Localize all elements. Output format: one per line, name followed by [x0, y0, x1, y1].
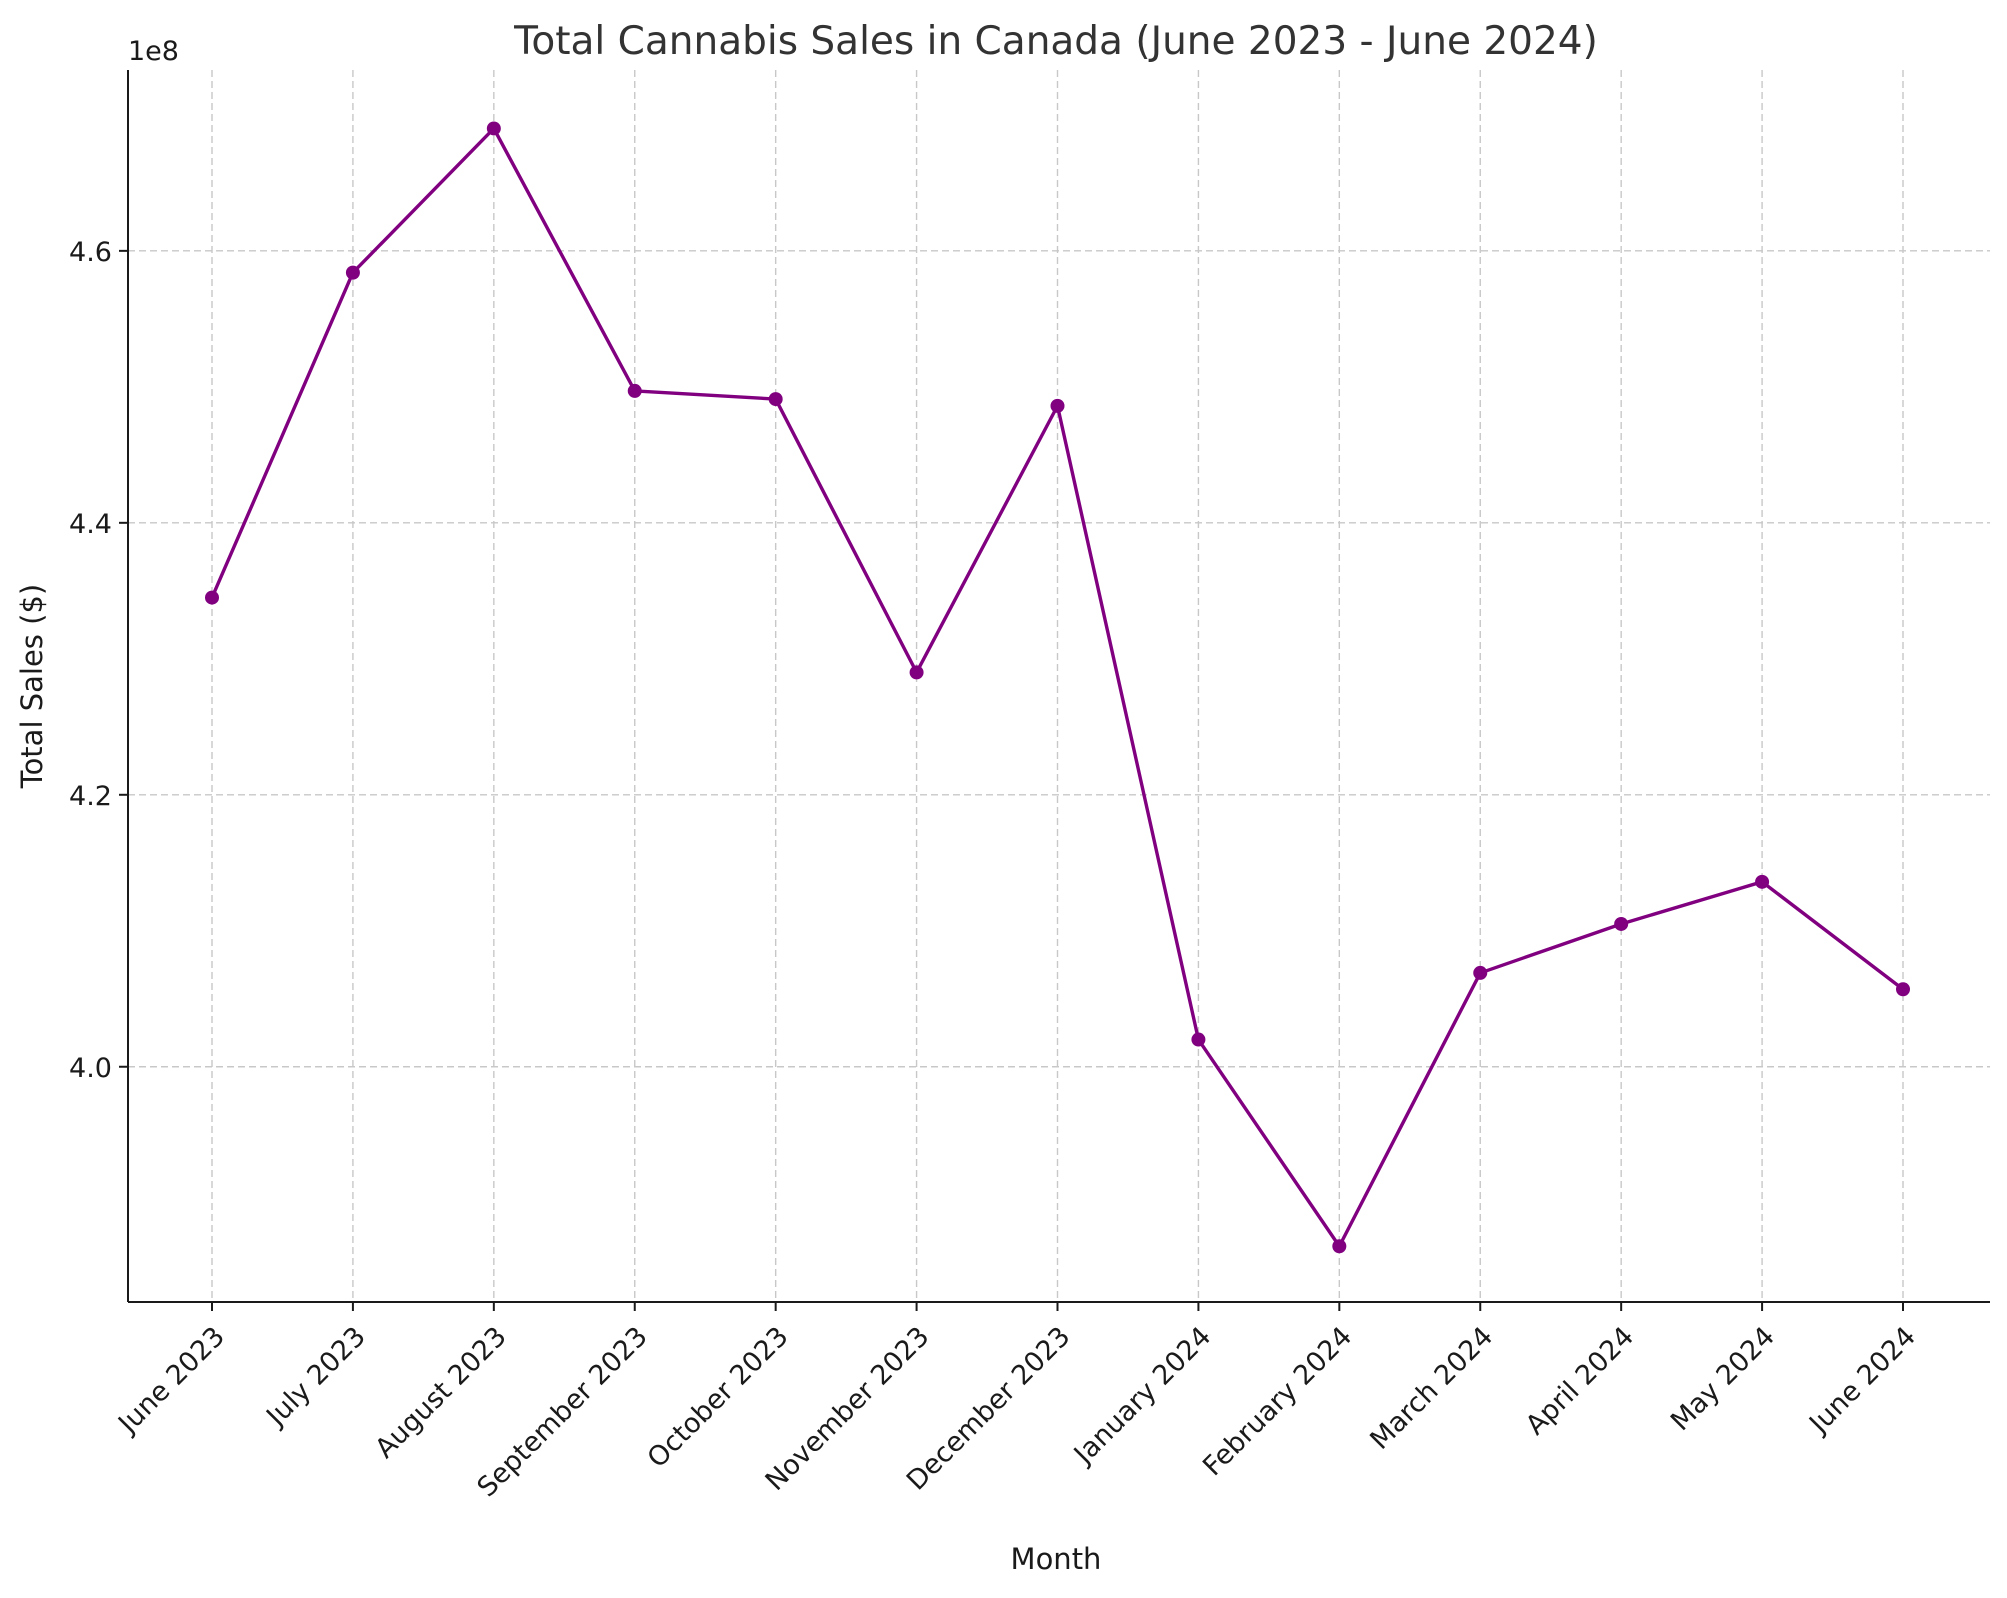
data-point: [1050, 398, 1065, 413]
data-point: [205, 590, 219, 605]
data-point: [345, 265, 360, 280]
data-point: [486, 121, 501, 136]
series: [205, 121, 1910, 1254]
x-tick-label: June 2023: [111, 1321, 231, 1441]
data-point: [768, 392, 783, 407]
y-ticks: 4.0 4.2 4.4 4.6: [69, 237, 128, 1084]
x-tick-label: July 2023: [260, 1321, 372, 1433]
data-point: [1473, 965, 1488, 980]
data-point: [1332, 1239, 1347, 1254]
y-tick-label: 4.6: [69, 237, 112, 268]
y-tick-label: 4.2: [69, 781, 112, 812]
data-point: [1896, 982, 1910, 997]
data-point: [909, 665, 924, 680]
x-tick-label: January 2024: [1067, 1321, 1217, 1471]
data-point: [1755, 874, 1770, 889]
y-tick-label: 4.4: [69, 509, 112, 540]
y-axis-offset-label: 1e8: [128, 36, 179, 67]
x-axis-label: Month: [1011, 1542, 1102, 1576]
x-tick-label: May 2024: [1665, 1321, 1781, 1437]
x-tick-label: February 2024: [1197, 1321, 1358, 1482]
x-tick-label: March 2024: [1364, 1321, 1499, 1456]
data-point: [1614, 916, 1629, 931]
x-tick-label: August 2023: [369, 1321, 512, 1464]
axes: [127, 70, 1990, 1303]
chart-title: Total Cannabis Sales in Canada (June 202…: [513, 19, 1598, 64]
grid-lines: [128, 70, 1990, 1302]
x-tick-label: June 2024: [1802, 1321, 1922, 1441]
y-tick-label: 4.0: [69, 1053, 112, 1084]
data-point: [627, 383, 642, 398]
y-axis-label: Total Sales ($): [15, 584, 49, 789]
x-tick-label: April 2024: [1520, 1321, 1640, 1441]
x-tick-label: October 2023: [642, 1321, 795, 1474]
data-point: [1191, 1032, 1206, 1047]
